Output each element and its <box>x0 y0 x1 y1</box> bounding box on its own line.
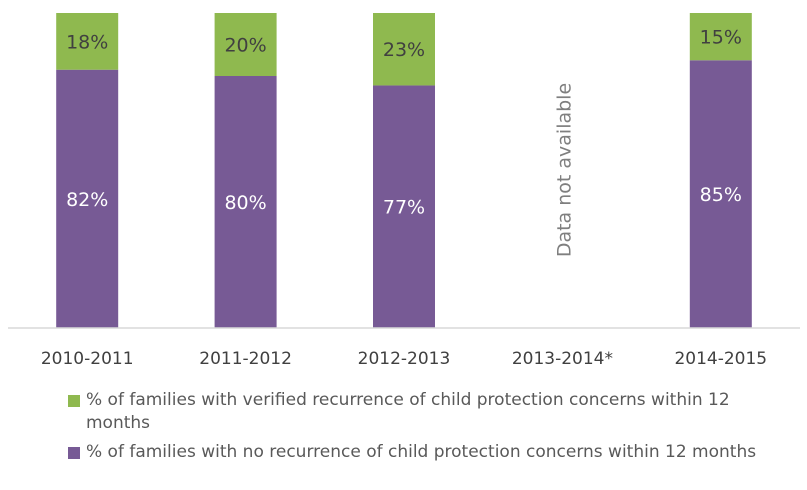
legend: % of families with verified recurrence o… <box>68 389 788 464</box>
legend-swatch-purple <box>68 447 80 459</box>
data-not-available-annotation: Data not available <box>553 83 575 257</box>
legend-swatch-green <box>68 395 80 407</box>
x-tick-label: 2013-2014* <box>512 349 613 369</box>
bar-segment-verified-recurrence-20122013 <box>373 13 435 86</box>
x-tick-label: 2012-2013 <box>358 349 451 369</box>
bar-segment-no-recurrence-20112012 <box>214 76 277 328</box>
bar-segment-no-recurrence-20102011 <box>56 69 119 328</box>
x-tick-labels: 2010-2011 2011-2012 2012-2013 2013-2014* 201… <box>41 349 767 369</box>
data-label-verified-recurrence: 20% <box>224 35 266 57</box>
bar-segment-verified-recurrence-20142015 <box>689 13 752 61</box>
bar-segment-no-recurrence-20122013 <box>373 85 435 328</box>
x-tick-label: 2014-2015 <box>674 349 767 369</box>
legend-label-verified-recurrence: % of families with verified recurrence o… <box>86 390 730 433</box>
legend-item-no-recurrence: % of families with no recurrence of chil… <box>68 441 788 464</box>
legend-label-no-recurrence: % of families with no recurrence of chil… <box>86 442 757 462</box>
data-label-verified-recurrence: 23% <box>383 39 425 61</box>
data-label-no-recurrence: 85% <box>700 184 742 206</box>
bar-segment-no-recurrence-20142015 <box>689 60 752 328</box>
x-tick-label: 2010-2011 <box>41 349 134 369</box>
bar-segment-verified-recurrence-20102011 <box>56 13 119 70</box>
data-label-verified-recurrence: 18% <box>66 31 108 53</box>
data-label-no-recurrence: 77% <box>383 197 425 219</box>
data-label-no-recurrence: 80% <box>224 192 266 214</box>
bars-group: 82% 18% 80% 20% 77% 23% 85% 15% <box>56 13 752 328</box>
x-tick-label: 2011-2012 <box>199 349 292 369</box>
legend-item-verified-recurrence: % of families with verified recurrence o… <box>68 389 788 441</box>
data-label-verified-recurrence: 15% <box>700 27 742 49</box>
bar-segment-verified-recurrence-20112012 <box>214 13 277 76</box>
data-label-no-recurrence: 82% <box>66 189 108 211</box>
